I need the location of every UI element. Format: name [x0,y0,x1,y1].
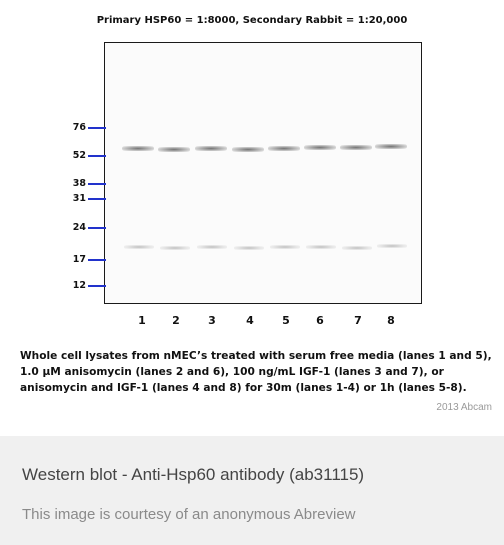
marker-tick-12 [88,285,106,287]
blot-membrane [104,42,422,304]
faint-band-lane-8 [377,244,407,248]
marker-label-76: 76 [72,122,86,133]
faint-band-lane-5 [270,245,300,249]
marker-tick-38 [88,183,106,185]
marker-label-24: 24 [72,222,86,233]
band-lane-4 [232,147,264,152]
marker-tick-76 [88,127,106,129]
faint-band-lane-2 [160,246,190,250]
marker-label-12: 12 [72,280,86,291]
band-lane-2 [158,147,190,152]
marker-tick-31 [88,198,106,200]
faint-band-lane-7 [342,246,372,250]
lane-label-4: 4 [246,314,254,327]
lane-label-1: 1 [138,314,146,327]
lane-label-5: 5 [282,314,290,327]
copyright-notice: 2013 Abcam [436,402,492,413]
band-lane-8 [375,144,407,149]
band-lane-1 [122,146,154,151]
western-blot-figure: Primary HSP60 = 1:8000, Secondary Rabbit… [20,15,492,413]
faint-band-lane-3 [197,245,227,249]
marker-tick-24 [88,227,106,229]
image-credit: This image is courtesy of an anonymous A… [22,506,356,523]
band-lane-6 [304,145,336,150]
faint-band-lane-6 [306,245,336,249]
figure-caption: Whole cell lysates from nMEC’s treated w… [20,350,492,394]
marker-label-31: 31 [72,193,86,204]
marker-tick-17 [88,259,106,261]
image-title: Western blot - Anti-Hsp60 antibody (ab31… [22,465,365,484]
band-lane-3 [195,146,227,151]
image-info-panel: Western blot - Anti-Hsp60 antibody (ab31… [0,436,504,545]
lane-label-3: 3 [208,314,216,327]
lane-label-2: 2 [172,314,180,327]
marker-label-17: 17 [72,254,86,265]
marker-label-52: 52 [72,150,86,161]
lane-label-8: 8 [387,314,395,327]
marker-tick-52 [88,155,106,157]
band-lane-5 [268,146,300,151]
faint-band-lane-1 [124,245,154,249]
faint-band-lane-4 [234,246,264,250]
lane-label-6: 6 [316,314,324,327]
blot-title: Primary HSP60 = 1:8000, Secondary Rabbit… [96,15,408,26]
lane-label-7: 7 [354,314,362,327]
marker-label-38: 38 [72,178,86,189]
band-lane-7 [340,145,372,150]
